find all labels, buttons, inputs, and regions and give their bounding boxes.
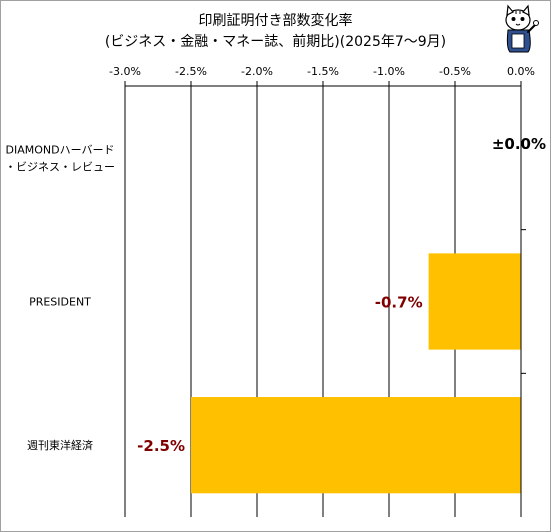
x-tick-label: -2.5%: [175, 65, 207, 78]
bar: [191, 397, 521, 494]
category-label: DIAMONDハーバード: [6, 143, 115, 156]
data-label: ±0.0%: [492, 135, 546, 153]
category-label: ・ビジネス・レビュー: [5, 160, 115, 173]
x-tick-label: -1.5%: [307, 65, 339, 78]
category-label: PRESIDENT: [29, 296, 91, 309]
x-tick-label: 0.0%: [507, 65, 535, 78]
x-tick-label: -0.5%: [439, 65, 471, 78]
data-label: -2.5%: [137, 437, 185, 455]
x-tick-label: -2.0%: [241, 65, 273, 78]
x-tick-label: -1.0%: [373, 65, 405, 78]
bar: [428, 253, 521, 350]
category-label: 週刊東洋経済: [27, 438, 93, 452]
chart-title: 印刷証明付き部数変化率: [198, 13, 353, 29]
data-label: -0.7%: [375, 294, 423, 312]
cat-mascot-icon: [505, 4, 539, 53]
chart-subtitle: (ビジネス・金融・マネー誌、前期比)(2025年7～9月): [104, 34, 447, 50]
x-tick-label: -3.0%: [109, 65, 141, 78]
